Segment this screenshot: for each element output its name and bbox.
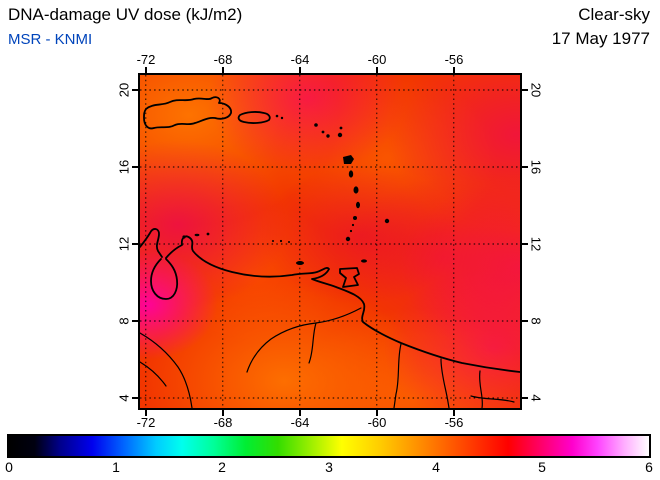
axis-tick xyxy=(299,410,301,416)
axis-tick xyxy=(132,166,138,168)
x-tick-label-bottom: -60 xyxy=(367,415,387,430)
axis-tick xyxy=(145,410,147,416)
x-tick-label-bottom: -68 xyxy=(213,415,233,430)
axis-tick xyxy=(453,410,455,416)
axis-tick xyxy=(145,67,147,73)
axis-tick xyxy=(132,397,138,399)
y-tick-label-left: 8 xyxy=(116,317,132,325)
colorbar-tick-label: 1 xyxy=(112,459,120,475)
axis-tick xyxy=(132,320,138,322)
y-tick-label-right: 12 xyxy=(528,236,544,252)
coastlines xyxy=(140,96,520,408)
coastline-puerto-rico xyxy=(237,111,271,124)
axis-tick xyxy=(522,243,528,245)
coastline-trinidad xyxy=(339,267,360,288)
rivers xyxy=(140,307,515,408)
colorbar-tick-label: 6 xyxy=(645,459,653,475)
small-islands xyxy=(182,114,390,265)
y-tick-label-right: 4 xyxy=(528,394,544,402)
coastline-guajira xyxy=(140,228,163,258)
grid-lines xyxy=(140,75,520,408)
axis-tick xyxy=(132,89,138,91)
colorbar-tick-label: 0 xyxy=(5,459,13,475)
axis-tick xyxy=(522,320,528,322)
y-tick-label-right: 8 xyxy=(528,317,544,325)
x-tick-label-bottom: -56 xyxy=(444,415,464,430)
x-tick-label-bottom: -64 xyxy=(290,415,310,430)
date-label: 17 May 1977 xyxy=(551,29,650,48)
axis-tick xyxy=(299,67,301,73)
axis-tick xyxy=(132,243,138,245)
y-tick-label-left: 16 xyxy=(116,159,132,175)
colorbar-tick-label: 3 xyxy=(325,459,333,475)
axis-tick xyxy=(376,67,378,73)
y-tick-label-left: 4 xyxy=(116,394,132,402)
map-panel xyxy=(138,73,522,410)
axis-tick xyxy=(376,410,378,416)
axis-tick xyxy=(222,67,224,73)
page-title: DNA-damage UV dose (kJ/m2) xyxy=(8,5,243,24)
source-label: MSR - KNMI xyxy=(8,31,93,48)
axis-tick xyxy=(522,397,528,399)
y-tick-label-right: 20 xyxy=(528,82,544,98)
x-tick-label-top: -64 xyxy=(290,52,310,67)
axis-tick xyxy=(453,67,455,73)
lake-maracaibo xyxy=(150,258,179,300)
axis-tick xyxy=(522,166,528,168)
x-tick-label-top: -60 xyxy=(367,52,387,67)
colorbar-tick-label: 5 xyxy=(538,459,546,475)
colorbar-tick-label: 4 xyxy=(432,459,440,475)
y-tick-label-right: 16 xyxy=(528,159,544,175)
y-tick-label-left: 12 xyxy=(116,236,132,252)
x-tick-label-bottom: -72 xyxy=(136,415,156,430)
coastline-south-america xyxy=(165,235,520,373)
coastline-hispaniola xyxy=(143,96,232,130)
x-tick-label-top: -56 xyxy=(444,52,464,67)
y-tick-label-left: 20 xyxy=(116,82,132,98)
colorbar-tick-label: 2 xyxy=(218,459,226,475)
x-tick-label-top: -68 xyxy=(213,52,233,67)
colorbar xyxy=(7,434,651,458)
uv-heatmap-field xyxy=(140,75,520,408)
condition-label: Clear-sky xyxy=(578,5,650,24)
axis-tick xyxy=(222,410,224,416)
map-overlay xyxy=(140,75,520,408)
axis-tick xyxy=(522,89,528,91)
x-tick-label-top: -72 xyxy=(136,52,156,67)
